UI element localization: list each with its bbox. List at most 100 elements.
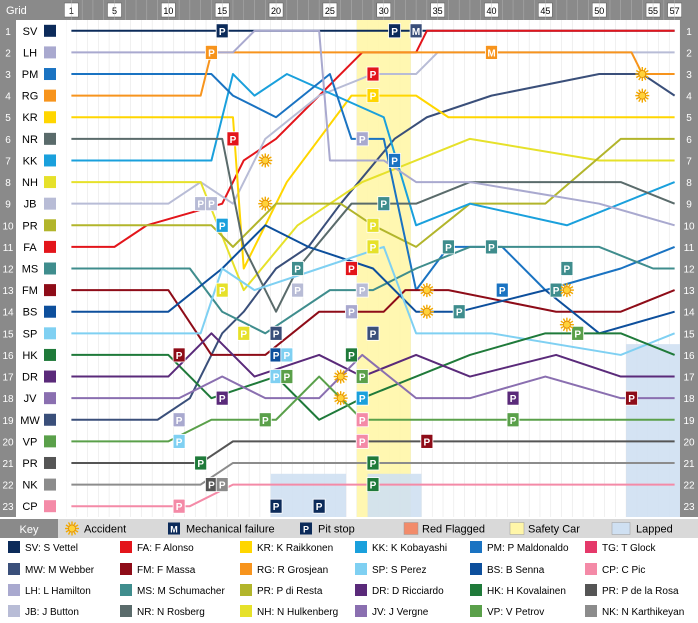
key-item-label: Lapped xyxy=(636,524,673,536)
final-position-number: 19 xyxy=(683,416,695,427)
pit-stop-marker xyxy=(355,433,369,449)
final-position-number: 22 xyxy=(683,481,695,492)
final-position-number: 23 xyxy=(683,502,695,513)
pit-stop-marker xyxy=(269,325,283,341)
final-position-number: 8 xyxy=(686,178,692,189)
driver-legend-label: FM: F Massa xyxy=(137,565,196,576)
grid-driver-code: FA xyxy=(23,242,37,254)
driver-legend-label: RG: R Grosjean xyxy=(257,565,328,576)
pit-stop-label: P xyxy=(391,156,398,167)
driver-legend-label: NK: N Karthikeyan xyxy=(602,607,684,618)
accident-ray xyxy=(65,524,70,528)
pit-stop-label: P xyxy=(380,200,387,211)
pit-stop-marker xyxy=(571,325,585,341)
accident-ray xyxy=(562,283,566,288)
driver-legend-label: FA: F Alonso xyxy=(137,543,194,554)
mechanical-failure-marker xyxy=(409,23,423,39)
pit-stop-marker xyxy=(345,347,358,363)
grid-driver-code: CP xyxy=(22,501,37,513)
lapped-region xyxy=(626,344,680,517)
accident-ray xyxy=(74,524,79,528)
accident-ray xyxy=(643,89,647,93)
grid-driver-swatch xyxy=(44,284,56,297)
pit-stop-label: P xyxy=(348,265,355,276)
final-position-number: 6 xyxy=(686,135,692,146)
pit-stop-label: P xyxy=(391,27,398,38)
series-line-rg xyxy=(71,51,675,97)
grid-driver-code: NR xyxy=(22,134,38,146)
grid-position-number: 18 xyxy=(2,394,14,405)
series-line-jv xyxy=(71,353,675,400)
grid-position-number: 21 xyxy=(2,459,14,470)
accident-ray xyxy=(343,372,348,376)
grid-driver-swatch xyxy=(44,219,56,232)
grid-driver-swatch xyxy=(44,46,56,59)
grid-position-number: 22 xyxy=(2,481,14,492)
grid-position-number: 15 xyxy=(2,329,14,340)
grid-position-number: 17 xyxy=(2,373,14,384)
driver-legend-label: NH: N Hulkenberg xyxy=(257,607,338,618)
accident-ray xyxy=(420,291,425,295)
accident-ray xyxy=(560,291,565,295)
pit-stop-label: P xyxy=(273,329,280,340)
pit-stop-label: P xyxy=(273,502,280,513)
grid-driver-swatch xyxy=(44,500,56,513)
driver-legend-label: MS: M Schumacher xyxy=(137,586,225,597)
grid-driver-swatch xyxy=(44,68,56,81)
grid-header-label: Grid xyxy=(6,5,27,17)
pit-stop-marker xyxy=(355,131,369,147)
pit-stop-label: P xyxy=(294,265,301,276)
accident-ray xyxy=(644,75,649,79)
final-position-number: 18 xyxy=(683,394,695,405)
key-redflag-icon xyxy=(403,522,419,535)
accident-ray xyxy=(420,307,425,311)
grid-driver-code: SP xyxy=(23,328,38,340)
grid-driver-swatch xyxy=(44,24,56,37)
pit-stop-label: P xyxy=(176,437,183,448)
driver-legend-label: JB: J Button xyxy=(25,607,79,618)
grid-position-number: 11 xyxy=(3,243,14,254)
pit-stop-label: P xyxy=(370,459,377,470)
accident-ray xyxy=(569,291,574,295)
grid-driver-code: SV xyxy=(23,26,38,38)
driver-swatch xyxy=(120,563,132,575)
pit-stop-label: P xyxy=(445,243,452,254)
accident-core xyxy=(68,524,76,533)
series-line-nk xyxy=(71,461,675,486)
grid-driver-swatch xyxy=(44,348,56,361)
grid-labels: 1 SV 2 LH 3 PM 4 RG 5 KR 6 NR 7 KK 8 NH 9 JB 10 PR 11 FA 12 MS 1… xyxy=(0,20,66,517)
accident-ray xyxy=(569,286,574,289)
pit-stop-marker xyxy=(366,217,380,233)
grid-position-number: 10 xyxy=(2,221,14,232)
final-position-number: 7 xyxy=(686,156,692,167)
grid-driver-code: KK xyxy=(23,155,38,167)
grid-driver-code: NH xyxy=(22,177,38,189)
accident-ray xyxy=(341,400,345,405)
key-lapped-icon xyxy=(611,522,631,535)
pit-stop-marker xyxy=(366,325,380,341)
pit-stop-marker xyxy=(215,390,229,406)
pit-stop-marker xyxy=(388,153,401,168)
accident-ray xyxy=(336,370,340,374)
pit-stop-marker xyxy=(355,369,369,384)
accident-ray xyxy=(638,98,642,103)
grid-driver-code: MW xyxy=(20,415,40,427)
grid-position-number: 5 xyxy=(5,113,11,124)
driver-swatch xyxy=(585,563,597,575)
grid-driver-swatch xyxy=(44,327,56,340)
pit-stop-label: P xyxy=(510,394,517,405)
grid-driver-code: PR xyxy=(22,220,37,232)
accident-ray xyxy=(562,292,566,297)
accident-ray xyxy=(258,161,263,165)
accident-ray xyxy=(428,305,431,310)
lapped-region xyxy=(270,473,347,517)
final-position-number: 17 xyxy=(683,373,695,384)
pit-stop-label: P xyxy=(370,92,377,103)
accident-ray xyxy=(422,283,426,288)
grid-driver-swatch xyxy=(44,370,56,383)
accident-ray xyxy=(261,206,265,211)
pit-stop-label: P xyxy=(219,481,226,492)
driver-swatch xyxy=(355,584,367,596)
pit-stop-marker xyxy=(269,498,283,514)
accident-ray xyxy=(267,161,272,165)
